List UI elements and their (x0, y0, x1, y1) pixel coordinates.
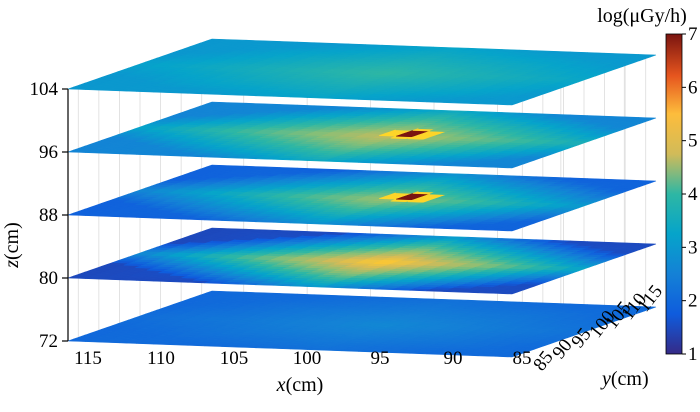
slices-layer (67, 38, 657, 358)
colorbar: log(μGy/h) 1 2 3 4 5 6 7 (597, 5, 698, 365)
slice-z-96 (67, 101, 657, 169)
x-tick-90: 90 (444, 348, 463, 369)
slice-cell (633, 54, 657, 58)
x-tick-110: 110 (147, 348, 175, 369)
x-tick-100: 100 (293, 348, 322, 369)
colorbar-tick-4: 4 (688, 184, 698, 205)
slice-cell (633, 306, 657, 310)
z-axis-var: z (1, 260, 23, 269)
colorbar-tick-7: 7 (688, 24, 698, 45)
z-tick-104: 104 (30, 79, 59, 100)
y-axis-label: y(cm) (600, 368, 649, 390)
slice-cell (633, 180, 657, 184)
x-tick-95: 95 (371, 348, 390, 369)
slice-z-80 (67, 227, 657, 295)
z-tick-80: 80 (39, 268, 58, 289)
z-tick-96: 96 (39, 142, 58, 163)
x-tick-115: 115 (74, 348, 102, 369)
z-axis-unit: (cm) (1, 222, 23, 260)
x-axis: 115 110 105 100 95 90 85 x(cm) (74, 348, 531, 396)
z-axis: 72 80 88 96 104 z(cm) (1, 79, 69, 352)
slice-cell (633, 117, 657, 121)
z-tick-72: 72 (39, 331, 58, 352)
colorbar-ticks: 1 2 3 4 5 6 7 (682, 24, 698, 365)
slice-z-104 (67, 38, 657, 106)
colorbar-tick-5: 5 (688, 131, 698, 152)
y-axis-unit: (cm) (611, 368, 649, 390)
x-tick-105: 105 (220, 348, 249, 369)
colorbar-tick-3: 3 (688, 237, 698, 258)
colorbar-tick-6: 6 (688, 77, 698, 98)
slice-cell (633, 243, 657, 247)
colorbar-tick-2: 2 (688, 291, 698, 312)
colorbar-tick-1: 1 (688, 344, 698, 365)
x-tick-85: 85 (513, 348, 532, 369)
x-axis-label: x(cm) (276, 374, 324, 396)
colorbar-gradient (665, 33, 683, 355)
svg-text:z(cm): z(cm) (1, 222, 23, 269)
colorbar-label: log(μGy/h) (597, 5, 687, 27)
z-axis-label: z(cm) (1, 222, 23, 269)
y-axis-var: y (600, 368, 611, 390)
z-tick-88: 88 (39, 205, 58, 226)
x-axis-var: x (276, 374, 286, 396)
slice-z-88 (67, 164, 657, 232)
slice-z-72 (67, 290, 657, 358)
x-axis-unit: (cm) (286, 374, 324, 396)
